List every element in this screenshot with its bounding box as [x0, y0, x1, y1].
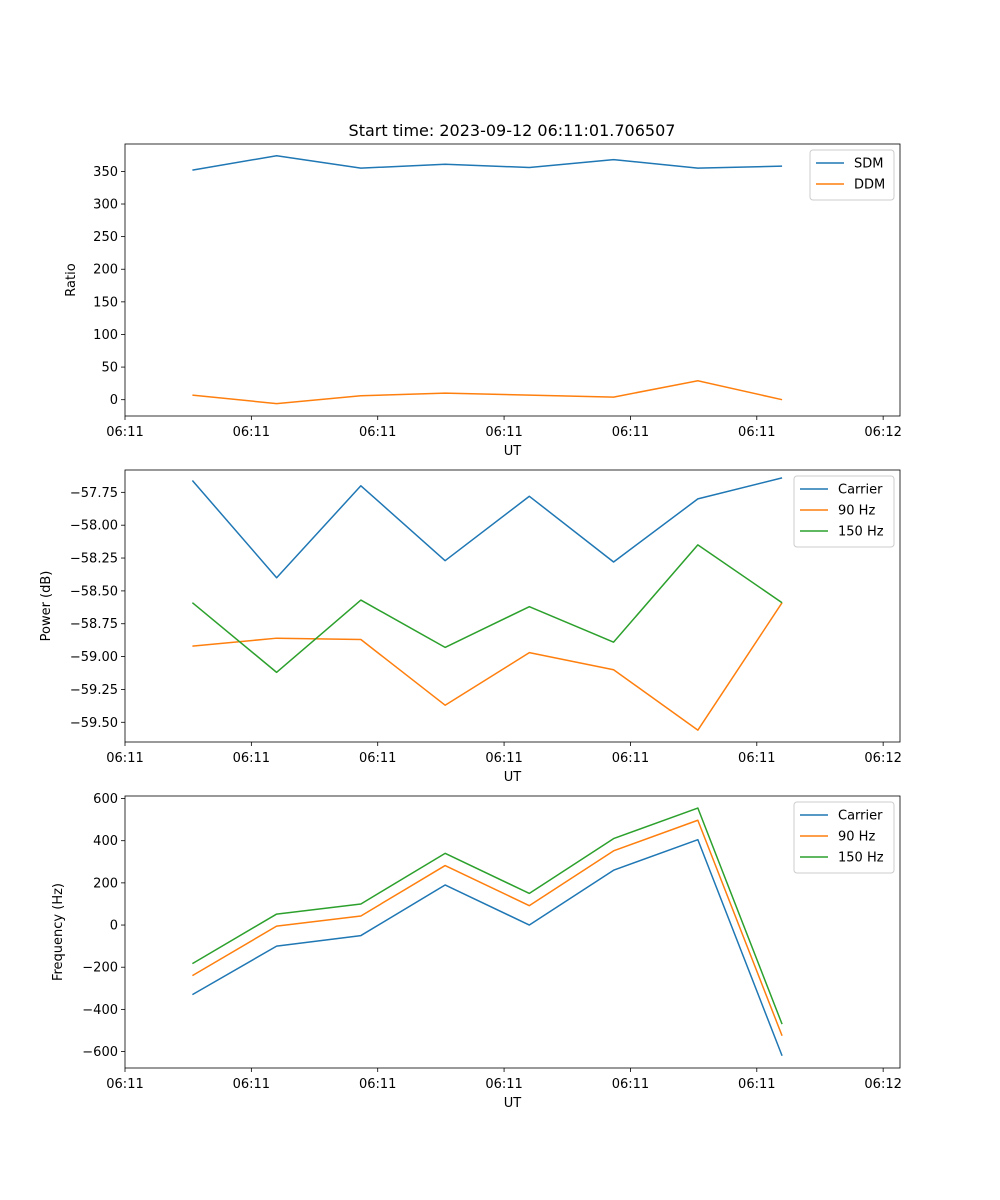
chart-1-series-ddm-line: [192, 380, 783, 405]
chart-3-x-tick-label: 06:11: [106, 1077, 143, 1092]
frequency-panel: 06:11 06:11 06:11 06:11 06:11 06:11 06:12 −600 −…: [51, 792, 902, 1111]
chart-3-y-tick-label: −600: [82, 1045, 118, 1060]
chart-1-y-tick-label: 250: [93, 230, 118, 245]
chart-3-x-tick-label: 06:11: [738, 1077, 775, 1092]
chart-3-x-tick-label: 06:11: [612, 1077, 649, 1092]
chart-3-series-90-hz-line: [192, 819, 783, 1037]
figure-title: Start time: 2023-09-12 06:11:01.706507: [349, 121, 676, 140]
chart-3-series-150-hz-line: [192, 807, 783, 1025]
chart-1-y-axis-label: Ratio: [64, 263, 79, 296]
chart-2-x-axis-label: UT: [504, 770, 522, 785]
chart-1-x-tick-label: 06:11: [485, 425, 522, 440]
chart-2-x-tick-label: 06:11: [485, 751, 522, 766]
chart-1-legend-label-ddm: DDM: [854, 178, 885, 193]
chart-2-y-tick-label: −59.00: [70, 650, 118, 665]
chart-2-x-tick-label: 06:11: [233, 751, 270, 766]
chart-2-x-tick-label: 06:12: [864, 751, 901, 766]
chart-3-x-tick-label: 06:11: [233, 1077, 270, 1092]
chart-1-y-tick-label: 350: [93, 165, 118, 180]
chart-2-plot-frame: [124, 469, 901, 743]
chart-3-y-tick-label: −400: [82, 1003, 118, 1018]
chart-2-y-tick-label: −59.25: [70, 683, 118, 698]
chart-1-y-tick-label: 50: [101, 361, 118, 376]
chart-1-y-tick-label: 200: [93, 263, 118, 278]
chart-3-x-tick-label: 06:12: [864, 1077, 901, 1092]
chart-2-y-tick-label: −58.00: [70, 519, 118, 534]
chart-2-legend: [793, 475, 895, 548]
chart-3-y-axis-label: Frequency (Hz): [51, 883, 66, 981]
chart-1-legend-label-sdm: SDM: [854, 157, 883, 172]
chart-1-x-tick-label: 06:11: [359, 425, 396, 440]
chart-3-series-carrier-line: [192, 838, 783, 1057]
chart-1-x-axis-label: UT: [504, 444, 522, 459]
chart-1-x-tick-label: 06:11: [233, 425, 270, 440]
chart-1-x-tick-label: 06:12: [864, 425, 901, 440]
chart-2-y-tick-label: −57.75: [70, 486, 118, 501]
chart-1-x-tick-label: 06:11: [612, 425, 649, 440]
chart-3-y-tick-label: 0: [110, 919, 118, 934]
chart-1-x-tick-label: 06:11: [106, 425, 143, 440]
chart-2-x-tick-label: 06:11: [359, 751, 396, 766]
chart-3-y-tick-label: 400: [93, 834, 118, 849]
chart-3-y-tick-label: −200: [82, 961, 118, 976]
chart-1-plot-frame: [124, 143, 901, 417]
chart-2-x-tick-label: 06:11: [612, 751, 649, 766]
chart-2-x-tick-label: 06:11: [106, 751, 143, 766]
chart-2-series-150-hz-line: [191, 544, 783, 674]
chart-3-x-tick-label: 06:11: [485, 1077, 522, 1092]
chart-1-y-tick-label: 100: [93, 328, 118, 343]
chart-3-legend: [793, 801, 895, 874]
chart-2-y-tick-label: −59.50: [70, 716, 118, 731]
chart-3-legend-label-90-hz: 90 Hz: [838, 830, 875, 845]
chart-3-x-tick-label: 06:11: [359, 1077, 396, 1092]
chart-2-legend-label-carrier: Carrier: [838, 483, 883, 498]
chart-3-y-tick-label: 600: [93, 792, 118, 807]
ratio-panel: 06:11 06:11 06:11 06:11 06:11 06:11 06:12 0 50 10…: [64, 143, 902, 459]
chart-3-x-axis-label: UT: [504, 1096, 522, 1111]
chart-2-y-axis-label: Power (dB): [39, 571, 54, 642]
chart-3-plot-frame: [124, 795, 901, 1069]
chart-2-series-carrier-line: [191, 477, 783, 579]
chart-2-x-tick-label: 06:11: [738, 751, 775, 766]
chart-2-y-tick-label: −58.75: [70, 617, 118, 632]
chart-2-y-tick-label: −58.50: [70, 584, 118, 599]
power-panel: 06:11 06:11 06:11 06:11 06:11 06:11 06:12 −59.5…: [39, 469, 902, 785]
chart-2-y-tick-label: −58.25: [70, 552, 118, 567]
chart-2-legend-label-150-hz: 150 Hz: [838, 525, 884, 540]
chart-1-y-tick-label: 300: [93, 198, 118, 213]
chart-3-legend-label-carrier: Carrier: [838, 809, 883, 824]
chart-2-series-90-hz-line: [192, 602, 783, 731]
chart-1-y-tick-label: 150: [93, 295, 118, 310]
chart-2-legend-label-90-hz: 90 Hz: [838, 504, 875, 519]
chart-1-x-tick-label: 06:11: [738, 425, 775, 440]
chart-1-series-sdm-line: [192, 154, 783, 171]
chart-3-y-tick-label: 200: [93, 876, 118, 891]
chart-3-legend-label-150-hz: 150 Hz: [838, 851, 884, 866]
chart-1-y-tick-label: 0: [110, 393, 118, 408]
